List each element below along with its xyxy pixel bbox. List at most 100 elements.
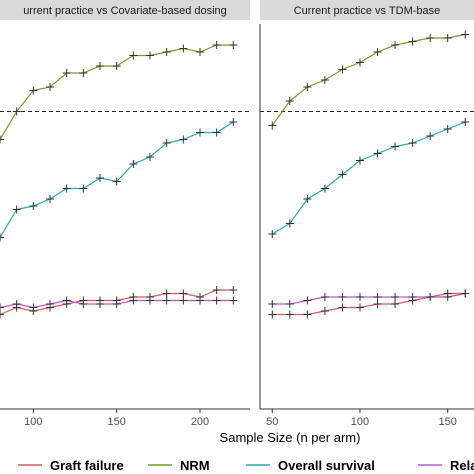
data-point-relapse bbox=[303, 296, 312, 305]
data-point-overall-survival bbox=[408, 139, 417, 147]
data-point-overall-survival bbox=[338, 170, 347, 179]
legend-label: Graft failure bbox=[50, 458, 124, 473]
data-point-graft-failure bbox=[355, 303, 364, 312]
data-point-graft-failure bbox=[179, 289, 188, 298]
data-point-nrm bbox=[46, 83, 54, 91]
legend-item-overall-survival: Overall survival bbox=[246, 458, 375, 473]
panel-covariate: urrent practice vs Covariate-based dosin… bbox=[0, 0, 250, 428]
legend-label: NRM bbox=[180, 458, 210, 473]
data-point-relapse bbox=[196, 296, 204, 305]
data-point-relapse bbox=[461, 289, 470, 298]
data-point-graft-failure bbox=[285, 310, 294, 319]
x-axis-title: Sample Size (n per arm) bbox=[220, 430, 361, 445]
data-point-nrm bbox=[268, 121, 277, 130]
data-point-overall-survival bbox=[146, 153, 154, 161]
data-point-relapse bbox=[268, 300, 277, 308]
panel-2-x-ticks: 50 100 150 bbox=[266, 409, 457, 428]
data-point-nrm bbox=[212, 41, 221, 49]
legend-label: Relap bbox=[450, 458, 474, 473]
legend: Graft failure NRM Overall survival Relap bbox=[18, 458, 474, 473]
panel-2-plot-area bbox=[260, 24, 474, 409]
data-point-nrm bbox=[426, 34, 435, 42]
x-tick-label: 100 bbox=[351, 416, 369, 428]
data-point-graft-failure bbox=[162, 289, 171, 298]
data-point-nrm bbox=[408, 37, 417, 46]
data-point-relapse bbox=[29, 303, 38, 312]
data-point-relapse bbox=[96, 300, 104, 308]
data-point-graft-failure bbox=[391, 300, 400, 308]
data-point-nrm bbox=[373, 48, 382, 56]
panel-tdm: Current practice vs TDM-base 50 100 150 bbox=[259, 0, 474, 428]
data-point-overall-survival bbox=[129, 160, 138, 168]
data-point-relapse bbox=[179, 296, 188, 305]
data-point-relapse bbox=[46, 300, 54, 308]
data-point-overall-survival bbox=[212, 128, 221, 137]
data-point-nrm bbox=[112, 62, 121, 70]
data-point-nrm bbox=[229, 41, 238, 49]
data-point-overall-survival bbox=[268, 230, 277, 238]
data-point-nrm bbox=[391, 41, 400, 49]
data-point-overall-survival bbox=[79, 184, 88, 193]
data-point-graft-failure bbox=[373, 300, 382, 308]
data-point-nrm bbox=[303, 83, 312, 91]
data-point-nrm bbox=[355, 58, 364, 67]
panel-1-title: urrent practice vs Covariate-based dosin… bbox=[23, 5, 227, 17]
data-point-relapse bbox=[285, 300, 294, 308]
data-point-relapse bbox=[426, 293, 435, 301]
data-point-nrm bbox=[196, 48, 204, 56]
data-point-nrm bbox=[162, 48, 171, 56]
data-point-nrm bbox=[12, 107, 21, 116]
data-point-relapse bbox=[408, 293, 417, 301]
x-tick-label: 150 bbox=[439, 416, 457, 428]
data-point-relapse bbox=[229, 296, 238, 305]
data-point-nrm bbox=[461, 30, 470, 39]
data-point-overall-survival bbox=[391, 142, 400, 151]
data-point-relapse bbox=[355, 293, 364, 301]
data-point-overall-survival bbox=[303, 195, 312, 203]
data-point-relapse bbox=[391, 293, 400, 301]
data-point-graft-failure bbox=[229, 286, 238, 294]
panel-1-x-ticks: 100 150 200 bbox=[24, 409, 209, 428]
panel-2-series bbox=[268, 30, 470, 319]
data-point-overall-survival bbox=[46, 195, 54, 203]
data-point-overall-survival bbox=[355, 156, 364, 165]
data-point-relapse bbox=[212, 296, 221, 305]
panel-1-series bbox=[0, 41, 238, 319]
data-point-overall-survival bbox=[373, 149, 382, 158]
data-point-overall-survival bbox=[443, 125, 452, 133]
x-tick-label: 150 bbox=[107, 416, 125, 428]
data-point-relapse bbox=[79, 300, 88, 308]
legend-item-relapse: Relap bbox=[418, 458, 474, 473]
data-point-graft-failure bbox=[0, 310, 4, 319]
panel-2-strip bbox=[260, 0, 474, 20]
data-point-relapse bbox=[146, 296, 154, 305]
x-tick-label: 100 bbox=[24, 416, 42, 428]
data-point-nrm bbox=[129, 51, 138, 60]
data-point-overall-survival bbox=[29, 202, 38, 210]
data-point-overall-survival bbox=[96, 174, 104, 182]
data-point-overall-survival bbox=[285, 219, 294, 228]
data-point-relapse bbox=[162, 296, 171, 305]
data-point-nrm bbox=[443, 34, 452, 42]
data-point-relapse bbox=[0, 303, 4, 312]
data-point-graft-failure bbox=[303, 310, 312, 319]
legend-item-graft-failure: Graft failure bbox=[18, 458, 124, 473]
data-point-nrm bbox=[179, 44, 188, 53]
data-point-nrm bbox=[79, 69, 88, 77]
data-point-relapse bbox=[129, 296, 138, 305]
legend-item-nrm: NRM bbox=[148, 458, 210, 473]
data-point-relapse bbox=[373, 293, 382, 301]
series-line-relapse bbox=[272, 292, 466, 305]
data-point-graft-failure bbox=[268, 310, 277, 319]
data-point-overall-survival bbox=[426, 132, 435, 140]
data-point-nrm bbox=[320, 76, 329, 84]
data-point-graft-failure bbox=[320, 307, 329, 315]
data-point-overall-survival bbox=[62, 184, 71, 193]
data-point-overall-survival bbox=[0, 233, 4, 242]
data-point-relapse bbox=[112, 300, 121, 308]
data-point-relapse bbox=[12, 300, 21, 308]
x-tick-label: 200 bbox=[191, 416, 209, 428]
data-point-overall-survival bbox=[196, 128, 204, 137]
data-point-overall-survival bbox=[461, 118, 470, 126]
data-point-overall-survival bbox=[320, 184, 329, 193]
